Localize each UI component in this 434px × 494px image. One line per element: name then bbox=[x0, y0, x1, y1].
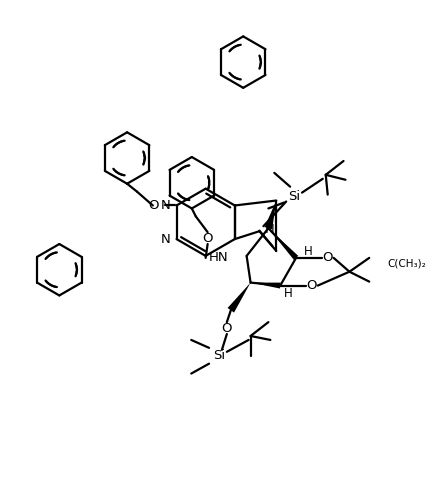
Polygon shape bbox=[227, 283, 250, 313]
Text: N: N bbox=[161, 199, 171, 212]
Text: Si: Si bbox=[213, 349, 225, 362]
Text: O: O bbox=[322, 251, 333, 264]
Text: N: N bbox=[264, 223, 274, 236]
Text: H: H bbox=[284, 287, 293, 300]
Text: HN: HN bbox=[209, 251, 229, 264]
Polygon shape bbox=[268, 228, 298, 260]
Text: N: N bbox=[161, 233, 171, 246]
Text: C(CH₃)₂: C(CH₃)₂ bbox=[387, 259, 426, 269]
Text: O: O bbox=[222, 322, 232, 334]
Text: O: O bbox=[148, 199, 159, 212]
Text: O: O bbox=[307, 279, 317, 292]
Polygon shape bbox=[250, 283, 280, 288]
Text: O: O bbox=[202, 232, 213, 245]
Text: Si: Si bbox=[288, 190, 300, 203]
Text: H: H bbox=[303, 246, 312, 258]
Polygon shape bbox=[265, 201, 276, 229]
